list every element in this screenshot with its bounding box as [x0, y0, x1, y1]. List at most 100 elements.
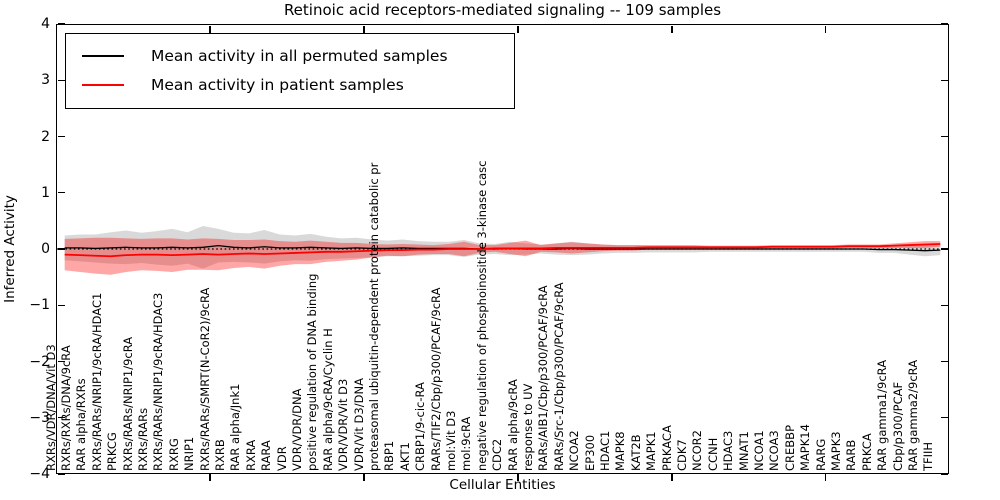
legend: Mean activity in all permuted samples Me…	[65, 33, 515, 109]
legend-label: Mean activity in patient samples	[151, 75, 404, 94]
x-category-label: NCOA1	[751, 430, 766, 471]
x-tick-top	[671, 25, 673, 33]
x-category-label: Cbp/p300/PCAF	[890, 381, 905, 471]
x-category-label: RBP1	[382, 440, 397, 471]
y-tick-label: −1	[29, 297, 50, 314]
x-category-label: RXRs/RARs/NRIP1/9cRA/HDAC3	[151, 292, 166, 471]
y-tick-label: 2	[41, 128, 50, 145]
x-category-label: RARs/TIF2/Cbp/p300/PCAF/9cRA	[428, 287, 443, 471]
y-tick-mark	[57, 79, 65, 81]
x-category-label: PRKCG	[105, 432, 120, 471]
x-category-label: mol:Vit D3	[444, 410, 458, 471]
x-category-label: negative regulation of phosphoinositide …	[474, 160, 489, 472]
x-category-label: MAPK14	[798, 424, 813, 471]
legend-item-permuted: Mean activity in all permuted samples	[82, 41, 514, 70]
y-tick-mark	[57, 360, 65, 363]
x-category-label: RAR gamma1/9cRA	[875, 359, 890, 471]
x-category-label: RARs/AIB1/Cbp/p300/PCAF/9cRA	[536, 285, 551, 471]
legend-line-sample-black	[82, 54, 124, 57]
x-category-label: NCOA2	[567, 430, 582, 471]
y-tick-label: 1	[41, 184, 50, 201]
x-category-label: RAR alpha/9cRA/Cyclin H	[320, 328, 335, 471]
x-category-label: RXRA	[243, 439, 258, 471]
y-tick-mark	[57, 135, 65, 138]
x-category-label: MAPK1	[644, 431, 659, 471]
x-category-label: NRIP1	[182, 436, 197, 471]
x-category-label: PRKACA	[659, 425, 674, 471]
x-category-label: TFIIH	[921, 441, 936, 471]
x-category-label: NCOR2	[690, 430, 705, 471]
chart-title: Retinoic acid receptors-mediated signali…	[283, 1, 722, 19]
x-category-label: CREBBP	[782, 425, 797, 471]
x-category-label: RXRs/RARs	[136, 407, 151, 471]
chart-canvas	[57, 226, 948, 275]
x-category-label: RXRB	[213, 439, 228, 471]
x-category-label: RARs/Src-1/Cbp/p300/PCAF/9cRA	[551, 282, 566, 471]
x-category-label: RARA	[259, 440, 274, 471]
y-tick-mark	[940, 304, 948, 306]
x-category-label: NCOA3	[767, 430, 782, 471]
x-category-label: RAR alpha/Jnk1	[228, 383, 243, 471]
x-tick-bottom	[517, 473, 519, 481]
x-category-label: VDR/VDR/DNA	[290, 388, 305, 472]
y-tick-mark	[940, 79, 948, 81]
x-category-label: VDR/Vit D3/DNA	[351, 378, 366, 471]
y-tick-mark	[57, 248, 65, 250]
x-tick-top	[517, 25, 519, 33]
y-tick-label: 4	[41, 16, 50, 32]
x-category-label: RARB	[844, 439, 859, 471]
y-tick-label: 0	[41, 241, 50, 257]
x-tick-bottom	[671, 473, 673, 481]
x-tick-top	[209, 25, 211, 33]
y-tick-mark	[940, 473, 948, 475]
x-category-label: proteasomal ubiquitin-dependent protein …	[367, 162, 382, 471]
x-category-label: RAR alpha/9cRA	[505, 379, 520, 471]
legend-line-sample-red	[82, 83, 124, 86]
x-category-label: positive regulation of DNA binding	[305, 273, 320, 471]
x-category-label: KAT2B	[628, 434, 643, 471]
x-category-label: RAR alpha/RXRs	[74, 378, 89, 471]
x-category-label: RXRs/RARs/NRIP1/9cRA/HDAC1	[89, 292, 104, 471]
x-category-label: VDR/VDR/Vit D3	[336, 378, 351, 471]
x-category-label: RARG	[813, 438, 828, 471]
y-tick-mark	[57, 304, 65, 306]
x-category-label: RAR gamma2/9cRA	[905, 359, 920, 471]
x-category-label: MAPK3	[828, 431, 843, 471]
x-category-label: RXRs/RARs/NRIP1/9cRA	[120, 336, 135, 471]
legend-item-patient: Mean activity in patient samples	[82, 70, 514, 99]
y-tick-mark	[57, 417, 65, 419]
y-tick-label: 3	[41, 72, 50, 89]
y-tick-mark	[57, 192, 65, 194]
x-tick-top	[363, 25, 365, 33]
x-category-label: AKT1	[397, 442, 412, 471]
legend-label: Mean activity in all permuted samples	[151, 46, 448, 65]
x-category-label: RXRs/RXRs/DNA/9cRA	[59, 345, 74, 471]
x-category-label: RXRs/RARs/SMRT(N-CoR2)/9cRA	[197, 287, 212, 471]
y-tick-mark	[940, 248, 948, 250]
y-tick-mark	[940, 192, 948, 194]
x-tick-bottom	[825, 473, 827, 481]
x-category-label: RXRs/VDR/DNA/Vit D3	[43, 344, 58, 471]
x-tick-bottom	[209, 473, 211, 481]
x-category-label: PRKCA	[859, 433, 874, 471]
x-category-label: HDAC1	[597, 430, 612, 471]
y-tick-label: −2	[29, 353, 50, 370]
y-tick-mark	[940, 360, 948, 363]
band-permuted	[64, 226, 941, 269]
x-tick-top	[825, 25, 827, 33]
line-patient-mean	[64, 243, 941, 258]
x-tick-bottom	[363, 473, 365, 481]
x-category-label: VDR	[274, 446, 289, 471]
x-category-label: mol:9cRA	[459, 416, 474, 471]
y-tick-label: −4	[29, 466, 50, 482]
x-category-label: RXRG	[166, 438, 181, 471]
x-category-label: CCNH	[705, 437, 720, 471]
x-axis-label: Cellular Entities	[449, 477, 556, 493]
x-category-label: response to UV	[520, 383, 535, 471]
y-tick-mark	[940, 135, 948, 138]
x-category-label: CDK7	[674, 439, 689, 471]
y-tick-mark	[940, 417, 948, 419]
x-category-label: CRBP1/9-cic-RA	[413, 382, 428, 471]
y-tick-mark	[57, 23, 65, 25]
